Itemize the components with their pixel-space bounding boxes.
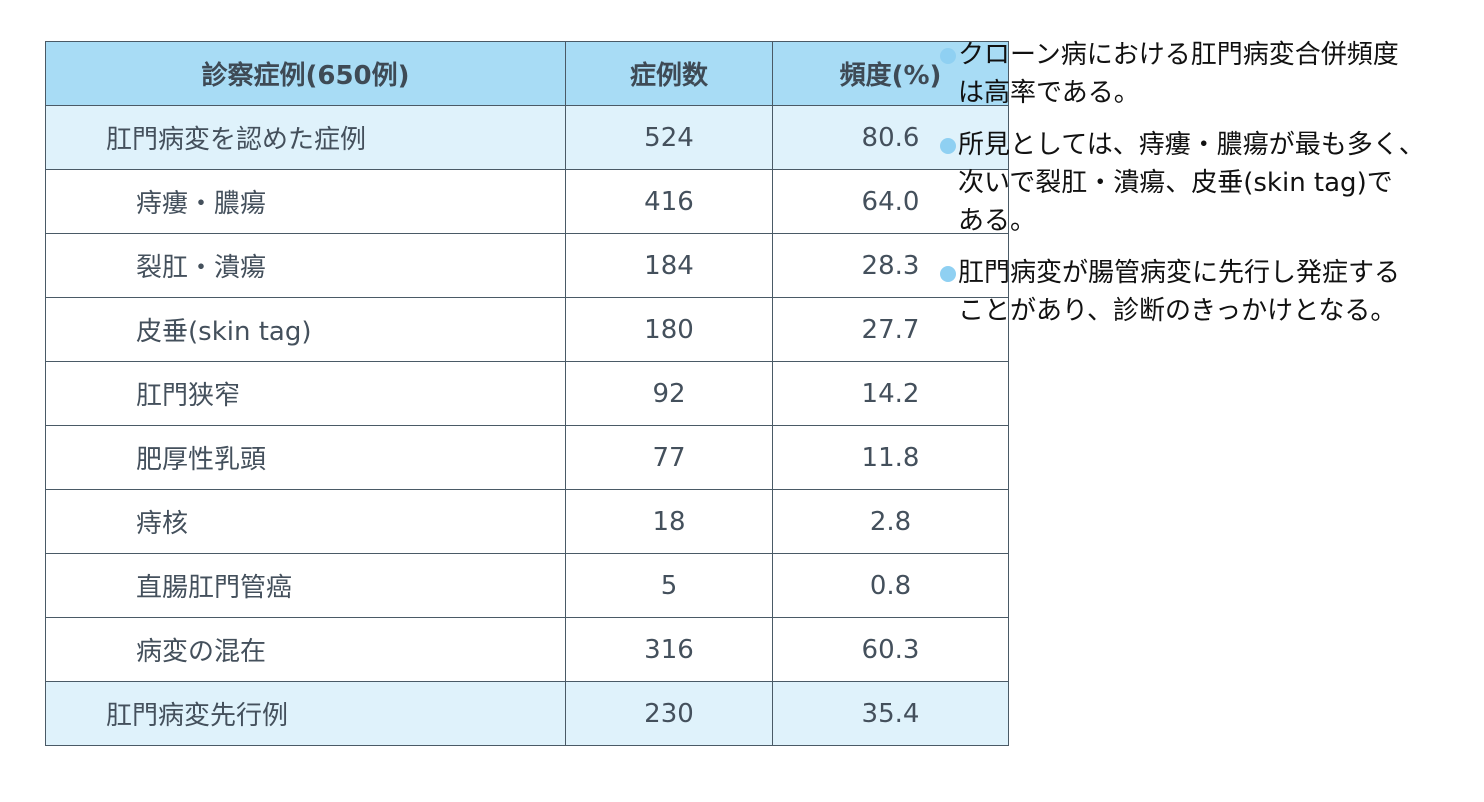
- note-line: 肛門病変が腸管病変に先行し発症する: [958, 258, 1401, 288]
- header-cases: 診察症例(650例): [45, 41, 566, 106]
- row-count: 92: [565, 361, 773, 426]
- row-frequency: 11.8: [772, 425, 1009, 490]
- table-row: 肥厚性乳頭 77 11.8: [45, 425, 1009, 490]
- note-line: ある。: [958, 206, 1037, 236]
- table-row: 病変の混在 316 60.3: [45, 617, 1009, 682]
- row-count: 416: [565, 169, 773, 234]
- bullet-icon: [940, 266, 956, 282]
- header-count: 症例数: [565, 41, 773, 106]
- note-line: 所見としては、痔瘻・膿瘍が最も多く、: [958, 130, 1425, 160]
- row-frequency: 2.8: [772, 489, 1009, 554]
- note-line: は高率である。: [958, 78, 1140, 108]
- row-name: 皮垂(skin tag): [45, 297, 566, 362]
- header-frequency: 頻度(%): [772, 41, 1009, 106]
- row-name: 直腸肛門管癌: [45, 553, 566, 618]
- row-name: 肛門病変を認めた症例: [45, 105, 566, 170]
- row-count: 180: [565, 297, 773, 362]
- notes-list: クローン病における肛門病変合併頻度 は高率である。所見としては、痔瘻・膿瘍が最も多…: [936, 36, 1476, 344]
- row-name: 裂肛・潰瘍: [45, 233, 566, 298]
- note-item: 肛門病変が腸管病変に先行し発症する ことがあり、診断のきっかけとなる。: [936, 254, 1476, 330]
- table-row: 肛門病変を認めた症例 524 80.6: [45, 105, 1009, 170]
- bullet-icon: [940, 48, 956, 64]
- note-line: ことがあり、診断のきっかけとなる。: [958, 296, 1397, 326]
- note-item: クローン病における肛門病変合併頻度 は高率である。: [936, 36, 1476, 112]
- row-count: 524: [565, 105, 773, 170]
- table-row: 皮垂(skin tag) 180 27.7: [45, 297, 1009, 362]
- row-name: 肛門狭窄: [45, 361, 566, 426]
- row-name: 肥厚性乳頭: [45, 425, 566, 490]
- table-header-row: 診察症例(650例) 症例数 頻度(%): [45, 41, 1009, 106]
- row-frequency: 27.7: [772, 297, 1009, 362]
- row-frequency: 0.8: [772, 553, 1009, 618]
- row-frequency: 80.6: [772, 105, 1009, 170]
- table-row: 裂肛・潰瘍 184 28.3: [45, 233, 1009, 298]
- row-count: 184: [565, 233, 773, 298]
- row-count: 18: [565, 489, 773, 554]
- note-line: 次いで裂肛・潰瘍、皮垂(skin tag)で: [958, 168, 1393, 198]
- row-count: 230: [565, 681, 773, 746]
- table-row: 肛門病変先行例 230 35.4: [45, 681, 1009, 746]
- row-name: 肛門病変先行例: [45, 681, 566, 746]
- row-count: 5: [565, 553, 773, 618]
- row-name: 痔核: [45, 489, 566, 554]
- table-row: 肛門狭窄 92 14.2: [45, 361, 1009, 426]
- row-name: 痔瘻・膿瘍: [45, 169, 566, 234]
- row-count: 77: [565, 425, 773, 490]
- table-row: 痔瘻・膿瘍 416 64.0: [45, 169, 1009, 234]
- note-line: クローン病における肛門病変合併頻度: [958, 40, 1399, 70]
- row-count: 316: [565, 617, 773, 682]
- row-frequency: 60.3: [772, 617, 1009, 682]
- row-name: 病変の混在: [45, 617, 566, 682]
- row-frequency: 35.4: [772, 681, 1009, 746]
- table-row: 痔核 18 2.8: [45, 489, 1009, 554]
- note-item: 所見としては、痔瘻・膿瘍が最も多く、 次いで裂肛・潰瘍、皮垂(skin tag)で…: [936, 126, 1476, 240]
- row-frequency: 14.2: [772, 361, 1009, 426]
- anal-lesion-table: 診察症例(650例) 症例数 頻度(%) 肛門病変を認めた症例 524 80.6 痔瘻…: [45, 41, 1009, 746]
- table-row: 直腸肛門管癌 5 0.8: [45, 553, 1009, 618]
- bullet-icon: [940, 138, 956, 154]
